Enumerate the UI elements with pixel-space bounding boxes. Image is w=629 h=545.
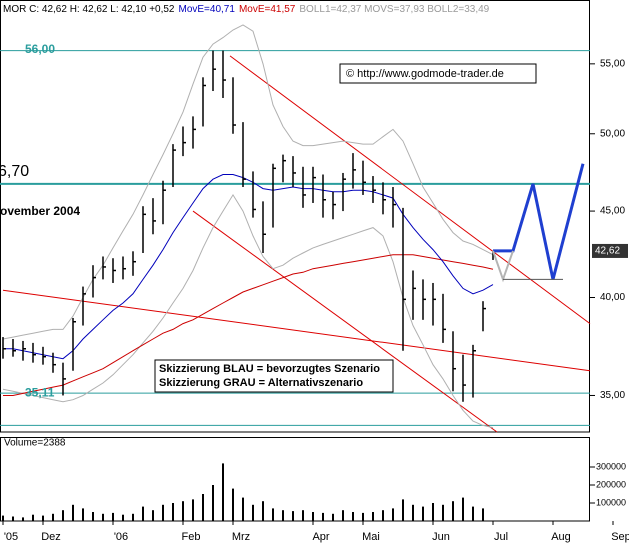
x-tick-label: '06 — [114, 531, 128, 543]
volume-bar — [62, 510, 64, 521]
indicator-line — [3, 254, 494, 396]
volume-bar — [42, 515, 44, 521]
header: MOR C: 42,62 H: 42,62 L: 42,10 +0,52 MovE… — [3, 4, 490, 15]
note: Skizzierung GRAU = Alternativszenario — [159, 377, 363, 389]
volume-bar — [322, 512, 324, 521]
indicator-line — [2, 193, 494, 429]
volume-bar — [32, 514, 34, 521]
copyright: © http://www.godmode-trader.de — [346, 68, 504, 80]
level-label: 56,00 — [25, 42, 55, 56]
x-tick-label: Aug — [551, 531, 571, 543]
volume-bar — [492, 520, 494, 522]
y-tick-label: 50,00 — [600, 128, 625, 139]
x-tick-label: Dez — [41, 531, 61, 543]
x-tick-label: Feb — [182, 531, 201, 543]
y-tick-label: 35,00 — [600, 390, 625, 401]
volume-bar — [52, 513, 54, 521]
y-tick-label: 55,00 — [600, 58, 625, 69]
volume-bar — [182, 501, 184, 521]
volume-bar — [432, 503, 434, 521]
volume-bar — [392, 508, 394, 521]
volume-bar — [72, 504, 74, 521]
volume-bar — [422, 506, 424, 521]
last-price-box — [592, 243, 628, 258]
volume-bar — [292, 511, 294, 521]
trendline — [192, 210, 498, 433]
volume-bar — [132, 513, 134, 521]
trendline — [2, 289, 591, 372]
volume-bar — [362, 512, 364, 521]
volume-bar — [222, 463, 224, 521]
volume-bar — [352, 512, 354, 521]
volume-bar — [92, 512, 94, 521]
legend-box — [154, 359, 394, 393]
volume-bar — [172, 503, 174, 521]
volume-bar — [212, 485, 214, 521]
volume-bar — [262, 501, 264, 521]
volume-bar — [22, 517, 24, 521]
volume-bar — [312, 512, 314, 521]
volume-bar — [272, 508, 274, 521]
volume-bar — [82, 508, 84, 521]
volume-bar — [202, 494, 204, 521]
projection — [493, 163, 585, 280]
level-label: 35,11 — [25, 385, 55, 399]
volume-bar — [342, 510, 344, 521]
x-tick-label: Apr — [312, 531, 329, 543]
volume-bar — [152, 510, 154, 521]
volume-bar — [252, 504, 254, 521]
volume-bar — [162, 504, 164, 521]
plot-area — [0, 24, 591, 522]
header-item: MOR C: 42,62 H: 42,62 L: 42,10 +0,52 — [3, 4, 175, 15]
annotation: ovember 2004 — [0, 204, 80, 218]
volume-tick-label: 300000 — [596, 461, 626, 471]
volume-bar — [282, 510, 284, 521]
volume-bar — [402, 499, 404, 521]
volume-bar — [462, 497, 464, 521]
y-tick-label: 40,00 — [600, 292, 625, 303]
volume-bar — [122, 514, 124, 521]
indicator-line — [3, 174, 494, 360]
volume-bar — [112, 512, 114, 521]
price-panel — [0, 0, 590, 433]
y-tick-label: 45,00 — [600, 206, 625, 217]
volume-tick-label: 100000 — [596, 497, 626, 507]
x-tick-label: Jun — [432, 531, 450, 543]
volume-label: Volume=2388 — [4, 438, 66, 449]
volume-tick-label: 200000 — [596, 479, 626, 489]
volume-bar — [232, 488, 234, 521]
volume-bar — [442, 504, 444, 521]
x-tick-label: Sep — [611, 531, 629, 543]
volume-bar — [102, 513, 104, 521]
volume-bar — [412, 504, 414, 521]
header-item: BOLL1=42,37 MOVS=37,93 BOLL2=33,49 — [299, 4, 489, 15]
volume-panel — [0, 437, 590, 522]
x-tick-label: Mai — [362, 531, 380, 543]
volume-bar — [2, 515, 4, 521]
volume-bar — [482, 508, 484, 521]
x-tick-label: Jul — [494, 531, 508, 543]
volume-bar — [372, 512, 374, 521]
header-item: MovE=40,71 — [179, 4, 236, 15]
x-tick-label: '05 — [4, 531, 18, 543]
header-item: MovE=41,57 — [239, 4, 296, 15]
note: Skizzierung BLAU = bevorzugtes Szenario — [159, 363, 380, 375]
level-label: 6,70 — [0, 163, 29, 180]
volume-bar — [332, 513, 334, 521]
volume-bar — [302, 510, 304, 521]
volume-bar — [242, 497, 244, 521]
volume-bar — [472, 506, 474, 521]
volume-bar — [452, 501, 454, 521]
volume-bar — [12, 516, 14, 521]
volume-bar — [382, 510, 384, 521]
x-tick-label: Mrz — [232, 531, 250, 543]
last-price-label: 42,62 — [595, 246, 620, 257]
volume-bar — [142, 506, 144, 521]
volume-bar — [192, 499, 194, 521]
copyright-box — [339, 63, 537, 84]
